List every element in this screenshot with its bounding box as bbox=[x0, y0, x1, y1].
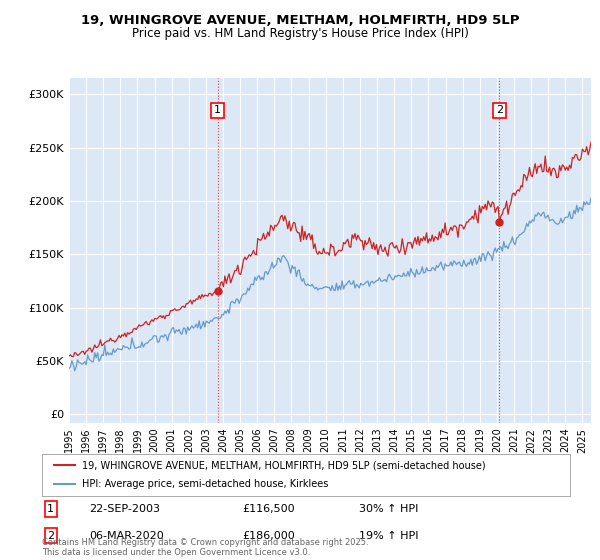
Text: 19, WHINGROVE AVENUE, MELTHAM, HOLMFIRTH, HD9 5LP: 19, WHINGROVE AVENUE, MELTHAM, HOLMFIRTH… bbox=[81, 14, 519, 27]
Text: Contains HM Land Registry data © Crown copyright and database right 2025.
This d: Contains HM Land Registry data © Crown c… bbox=[42, 538, 368, 557]
Text: 1: 1 bbox=[47, 504, 54, 514]
Text: £116,500: £116,500 bbox=[242, 504, 295, 514]
Text: 2: 2 bbox=[496, 105, 503, 115]
Text: 19, WHINGROVE AVENUE, MELTHAM, HOLMFIRTH, HD9 5LP (semi-detached house): 19, WHINGROVE AVENUE, MELTHAM, HOLMFIRTH… bbox=[82, 460, 485, 470]
Text: 1: 1 bbox=[214, 105, 221, 115]
Text: £186,000: £186,000 bbox=[242, 530, 295, 540]
Text: 19% ↑ HPI: 19% ↑ HPI bbox=[359, 530, 418, 540]
Text: 2: 2 bbox=[47, 530, 55, 540]
Text: 30% ↑ HPI: 30% ↑ HPI bbox=[359, 504, 418, 514]
Text: 06-MAR-2020: 06-MAR-2020 bbox=[89, 530, 164, 540]
Text: 22-SEP-2003: 22-SEP-2003 bbox=[89, 504, 161, 514]
Text: Price paid vs. HM Land Registry's House Price Index (HPI): Price paid vs. HM Land Registry's House … bbox=[131, 27, 469, 40]
Text: HPI: Average price, semi-detached house, Kirklees: HPI: Average price, semi-detached house,… bbox=[82, 479, 328, 489]
